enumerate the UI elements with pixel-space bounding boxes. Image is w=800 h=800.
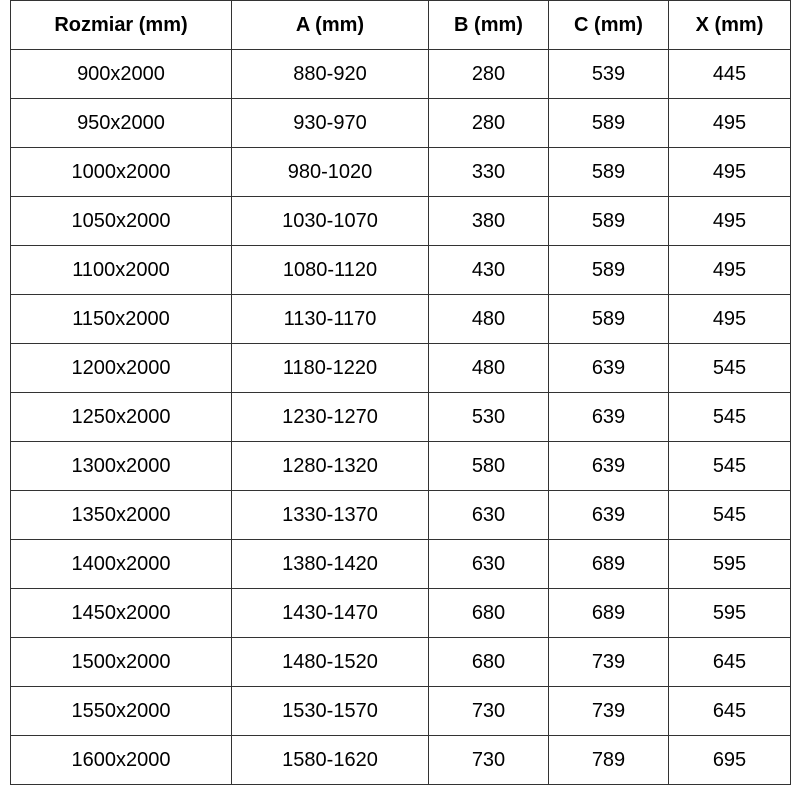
- column-header: B (mm): [428, 0, 549, 50]
- table-cell: 645: [668, 637, 791, 687]
- table-cell: 1450x2000: [10, 588, 232, 638]
- table-row: 1350x2000 1330-1370 630 639 545: [10, 490, 791, 540]
- table-cell: 930-970: [231, 98, 429, 148]
- table-cell: 589: [548, 245, 669, 295]
- table-cell: 639: [548, 441, 669, 491]
- table-row: 1400x2000 1380-1420 630 689 595: [10, 539, 791, 589]
- table-cell: 1150x2000: [10, 294, 232, 344]
- table-row: 1450x2000 1430-1470 680 689 595: [10, 588, 791, 638]
- table-cell: 545: [668, 441, 791, 491]
- table-cell: 445: [668, 49, 791, 99]
- table-cell: 1080-1120: [231, 245, 429, 295]
- column-header: X (mm): [668, 0, 791, 50]
- table-cell: 589: [548, 98, 669, 148]
- table-cell: 595: [668, 588, 791, 638]
- table-cell: 645: [668, 686, 791, 736]
- table-cell: 495: [668, 98, 791, 148]
- table-cell: 545: [668, 343, 791, 393]
- table-cell: 950x2000: [10, 98, 232, 148]
- table-cell: 689: [548, 539, 669, 589]
- table-cell: 1500x2000: [10, 637, 232, 687]
- table-row: 1550x2000 1530-1570 730 739 645: [10, 686, 791, 736]
- table-cell: 480: [428, 294, 549, 344]
- table-cell: 695: [668, 735, 791, 785]
- table-cell: 1250x2000: [10, 392, 232, 442]
- table-cell: 539: [548, 49, 669, 99]
- table-cell: 280: [428, 98, 549, 148]
- table-cell: 495: [668, 196, 791, 246]
- table-cell: 1000x2000: [10, 147, 232, 197]
- table-cell: 430: [428, 245, 549, 295]
- table-cell: 1550x2000: [10, 686, 232, 736]
- table-cell: 739: [548, 686, 669, 736]
- table-row: 1000x2000 980-1020 330 589 495: [10, 147, 791, 197]
- table-cell: 1350x2000: [10, 490, 232, 540]
- table-cell: 1580-1620: [231, 735, 429, 785]
- table-row: 1500x2000 1480-1520 680 739 645: [10, 637, 791, 687]
- table-row: 1200x2000 1180-1220 480 639 545: [10, 343, 791, 393]
- table-cell: 1330-1370: [231, 490, 429, 540]
- table-cell: 639: [548, 343, 669, 393]
- column-header: Rozmiar (mm): [10, 0, 232, 50]
- table-cell: 589: [548, 147, 669, 197]
- table-cell: 1130-1170: [231, 294, 429, 344]
- table-row: 1250x2000 1230-1270 530 639 545: [10, 392, 791, 442]
- table-cell: 580: [428, 441, 549, 491]
- table-cell: 980-1020: [231, 147, 429, 197]
- table-cell: 1480-1520: [231, 637, 429, 687]
- table-row: 1100x2000 1080-1120 430 589 495: [10, 245, 791, 295]
- table-row: 1050x2000 1030-1070 380 589 495: [10, 196, 791, 246]
- dimensions-table: Rozmiar (mm) A (mm) B (mm) C (mm) X (mm) 900…: [10, 0, 791, 785]
- table-cell: 1230-1270: [231, 392, 429, 442]
- table-cell: 589: [548, 196, 669, 246]
- table-row: 1150x2000 1130-1170 480 589 495: [10, 294, 791, 344]
- table-cell: 730: [428, 686, 549, 736]
- column-header: A (mm): [231, 0, 429, 50]
- table-cell: 589: [548, 294, 669, 344]
- table-cell: 1300x2000: [10, 441, 232, 491]
- table-cell: 789: [548, 735, 669, 785]
- table-cell: 1050x2000: [10, 196, 232, 246]
- table-cell: 330: [428, 147, 549, 197]
- column-header: C (mm): [548, 0, 669, 50]
- table-cell: 495: [668, 294, 791, 344]
- table-cell: 595: [668, 539, 791, 589]
- table-cell: 495: [668, 147, 791, 197]
- table-cell: 380: [428, 196, 549, 246]
- table-cell: 880-920: [231, 49, 429, 99]
- table-cell: 545: [668, 392, 791, 442]
- table-cell: 1400x2000: [10, 539, 232, 589]
- header-row: Rozmiar (mm) A (mm) B (mm) C (mm) X (mm): [10, 0, 791, 50]
- table-cell: 680: [428, 588, 549, 638]
- table-cell: 689: [548, 588, 669, 638]
- table-cell: 1430-1470: [231, 588, 429, 638]
- table-cell: 480: [428, 343, 549, 393]
- table-cell: 1380-1420: [231, 539, 429, 589]
- table-row: 900x2000 880-920 280 539 445: [10, 49, 791, 99]
- table-cell: 1530-1570: [231, 686, 429, 736]
- table-cell: 545: [668, 490, 791, 540]
- table-cell: 900x2000: [10, 49, 232, 99]
- table-row: 1600x2000 1580-1620 730 789 695: [10, 735, 791, 785]
- table-cell: 730: [428, 735, 549, 785]
- table-cell: 639: [548, 392, 669, 442]
- table-cell: 630: [428, 539, 549, 589]
- table-cell: 1180-1220: [231, 343, 429, 393]
- table-cell: 1100x2000: [10, 245, 232, 295]
- table-cell: 280: [428, 49, 549, 99]
- table-cell: 630: [428, 490, 549, 540]
- table-cell: 1280-1320: [231, 441, 429, 491]
- table-cell: 739: [548, 637, 669, 687]
- table-cell: 639: [548, 490, 669, 540]
- table-row: 1300x2000 1280-1320 580 639 545: [10, 441, 791, 491]
- table-cell: 530: [428, 392, 549, 442]
- table-cell: 1600x2000: [10, 735, 232, 785]
- table-cell: 1200x2000: [10, 343, 232, 393]
- table-row: 950x2000 930-970 280 589 495: [10, 98, 791, 148]
- table-cell: 680: [428, 637, 549, 687]
- table-cell: 495: [668, 245, 791, 295]
- table-cell: 1030-1070: [231, 196, 429, 246]
